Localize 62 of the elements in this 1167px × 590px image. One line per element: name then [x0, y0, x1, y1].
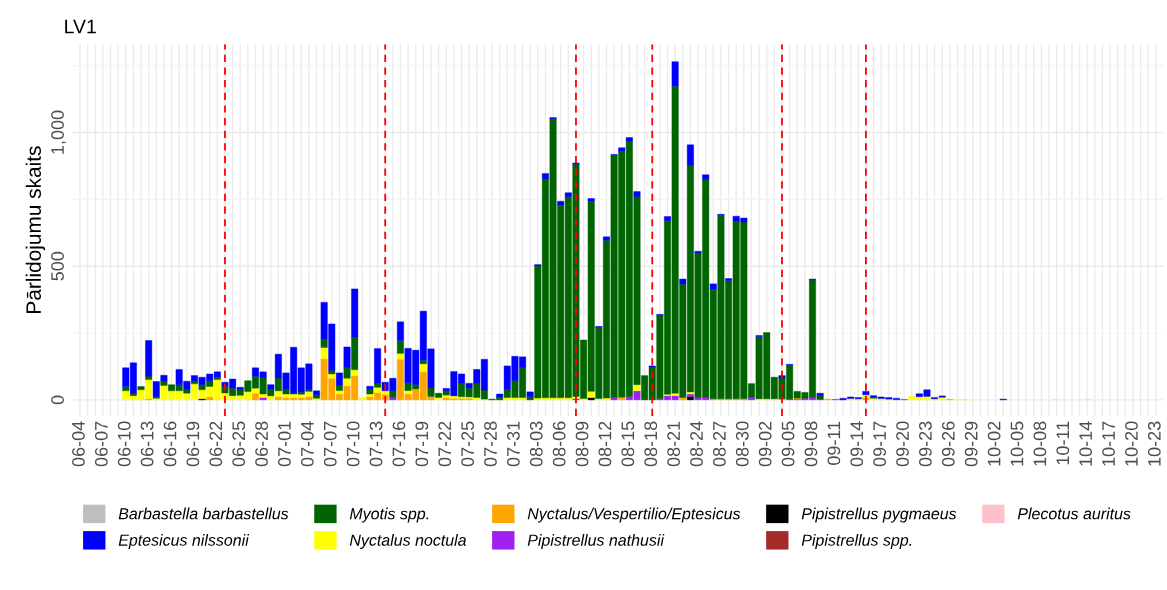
- x-tick-label: 07-25: [461, 421, 474, 467]
- x-tick-label: 07-04: [300, 421, 314, 467]
- y-tick-label: 1,000: [51, 110, 67, 154]
- x-tick-label: 08-27: [713, 421, 726, 467]
- x-tick-label: 08-15: [621, 421, 635, 467]
- legend-label: Myotis spp.: [349, 507, 429, 523]
- x-tick-label: 10-17: [1102, 421, 1115, 466]
- x-tick-label: 08-21: [667, 421, 680, 467]
- x-tick-label: 06-19: [186, 421, 200, 467]
- x-tick-label: 08-30: [735, 421, 749, 467]
- x-tick-label: 08-03: [529, 421, 543, 467]
- legend-label: Nyctalus noctula: [349, 534, 467, 549]
- x-tick-label: 07-07: [323, 421, 337, 467]
- x-tick-label: 10-08: [1033, 421, 1047, 466]
- legend-label: Pipistrellus spp.: [801, 534, 912, 549]
- legend-label: Plecotus auritus: [1017, 507, 1131, 520]
- x-tick-label: 10-05: [1010, 421, 1024, 466]
- x-tick-label: 06-25: [232, 421, 246, 467]
- x-tick-label: 09-08: [804, 421, 818, 467]
- x-tick-label: 06-13: [140, 421, 154, 467]
- x-tick-label: 09-23: [919, 421, 932, 467]
- x-tick-label: 06-16: [163, 421, 177, 467]
- x-tick-label: 07-10: [346, 421, 360, 467]
- x-tick-label: 06-07: [94, 421, 108, 467]
- x-tick-label: 10-20: [1125, 421, 1138, 466]
- x-tick-label: 07-16: [392, 421, 406, 467]
- legend-label: Pipistrellus pygmaeus: [801, 507, 957, 523]
- x-tick-label: 08-18: [644, 421, 658, 467]
- x-tick-label: 07-22: [438, 421, 452, 467]
- x-tick-label: 06-28: [255, 421, 268, 467]
- x-tick-label: 08-06: [552, 421, 566, 467]
- x-tick-label: 06-10: [117, 421, 131, 467]
- x-tick-label: 07-28: [484, 421, 497, 467]
- x-tick-label: 10-02: [987, 421, 1001, 466]
- x-tick-label: 09-11: [827, 421, 841, 465]
- x-tick-label: 09-05: [781, 421, 795, 467]
- x-tick-label: 09-26: [941, 421, 955, 467]
- x-tick-label: 09-20: [896, 421, 909, 467]
- y-tick-label: 0: [51, 395, 64, 405]
- x-tick-label: 10-14: [1079, 421, 1093, 466]
- legend-label: Pipistrellus nathusii: [527, 534, 665, 549]
- x-tick-label: 08-12: [598, 421, 612, 467]
- x-tick-label: 08-24: [690, 421, 703, 467]
- legend-label: Nyctalus/Vespertilio/Eptesicus: [527, 507, 741, 523]
- x-tick-label: 09-02: [758, 421, 772, 467]
- x-tick-label: 07-01: [278, 421, 291, 467]
- x-tick-label: 06-22: [209, 421, 223, 467]
- x-tick-label: 10-23: [1147, 421, 1161, 466]
- chart-title: LV1: [65, 19, 96, 34]
- x-tick-label: 07-13: [369, 421, 383, 467]
- x-tick-label: 09-29: [964, 421, 978, 467]
- x-tick-label: 06-04: [72, 421, 85, 467]
- y-axis-title: Pārlidojumu skaits: [25, 146, 46, 313]
- x-tick-label: 07-31: [506, 421, 520, 467]
- y-tick-label: 500: [51, 251, 64, 281]
- x-tick-label: 08-09: [575, 421, 589, 467]
- x-tick-label: 09-14: [850, 421, 864, 467]
- legend-label: Barbastella barbastellus: [118, 507, 289, 520]
- x-tick-label: 09-17: [873, 421, 887, 467]
- x-tick-label: 07-19: [415, 421, 429, 467]
- x-tick-label: 10-11: [1056, 421, 1070, 465]
- legend-label: Eptesicus nilssonii: [118, 534, 250, 549]
